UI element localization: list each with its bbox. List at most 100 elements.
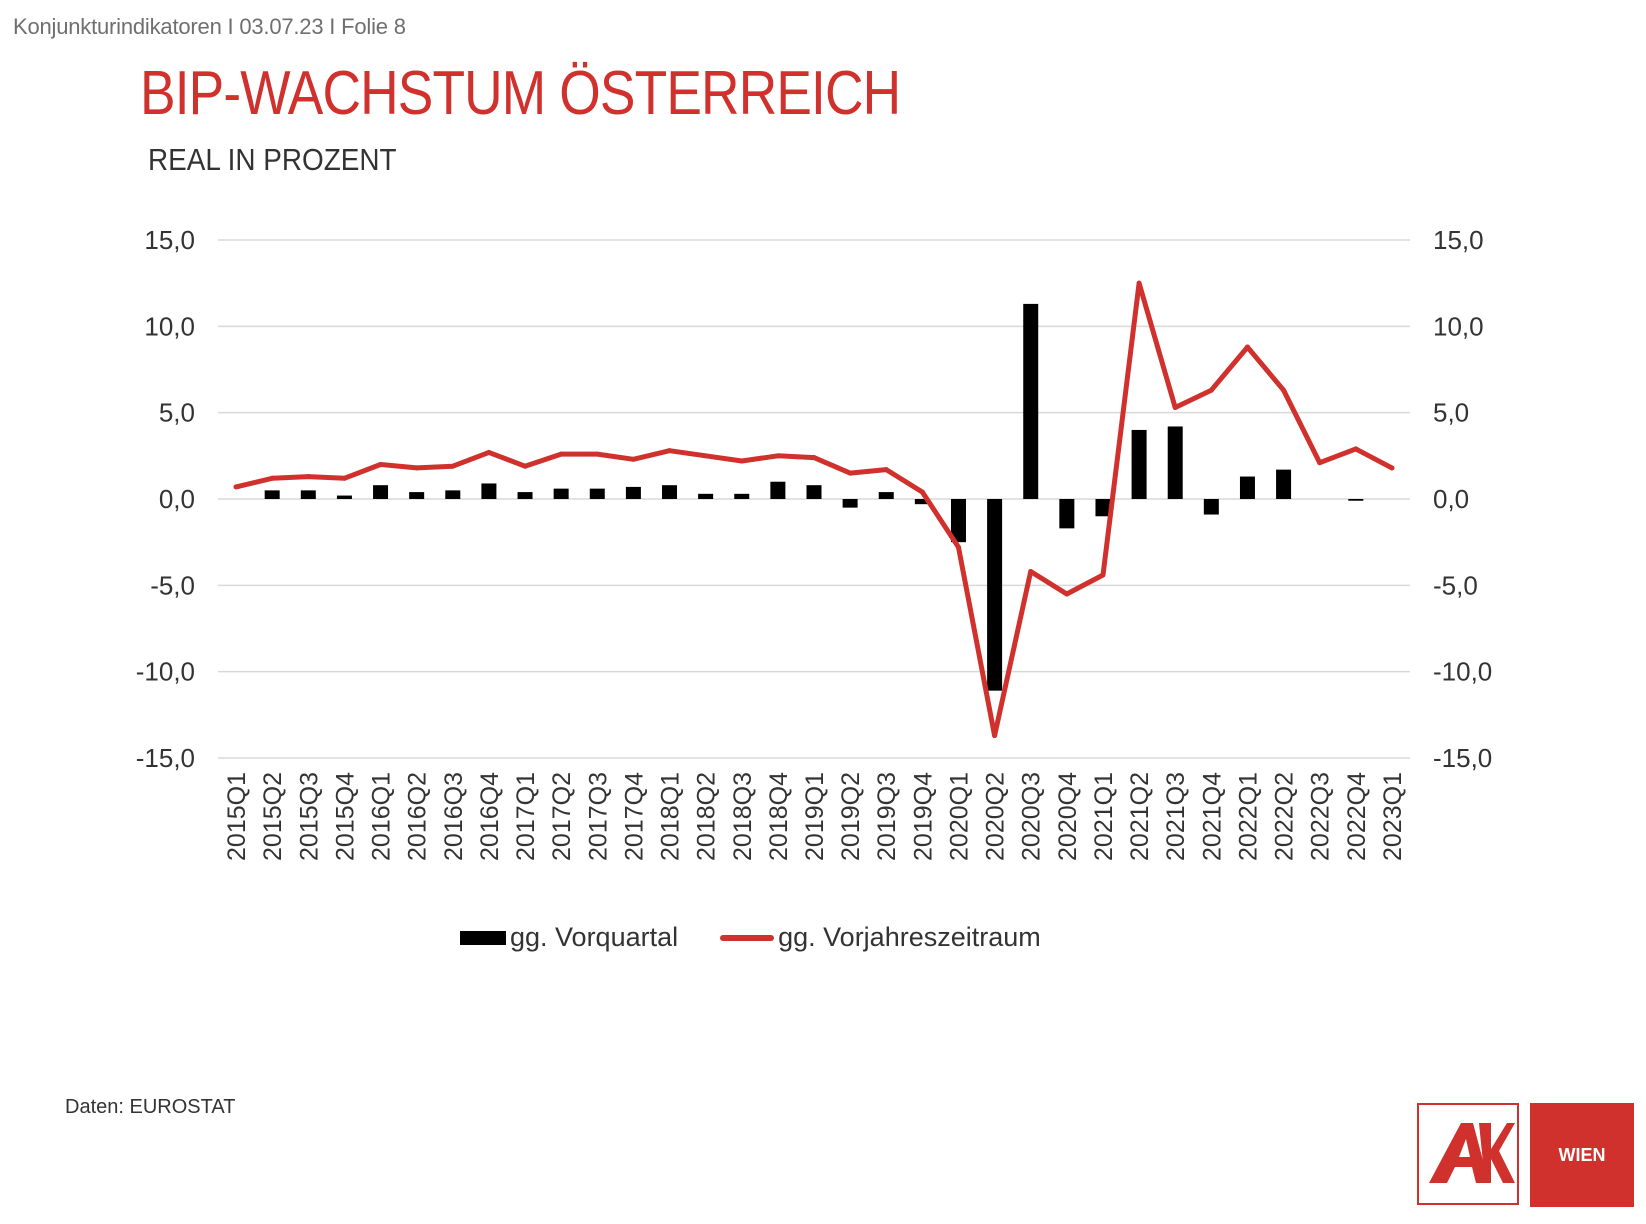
bar-quarter [1239, 476, 1255, 499]
x-tick-label: 2015Q4 [331, 772, 359, 861]
line-point-year [1208, 387, 1214, 393]
line-point-year [1028, 569, 1034, 575]
line-point-year [739, 458, 745, 464]
bar-quarter [1348, 499, 1364, 501]
line-point-year [1136, 280, 1142, 286]
x-tick-label: 2015Q2 [259, 772, 287, 861]
line-point-year [450, 463, 456, 469]
bar-quarter [1023, 303, 1039, 499]
y-tick-label-left: 10,0 [144, 311, 195, 341]
y-tick-label-right: -10,0 [1433, 657, 1492, 687]
legend-item-quarter: gg. Vorquartal [460, 922, 678, 953]
bar-quarter [914, 499, 930, 505]
line-point-year [594, 451, 600, 457]
bar-quarter [806, 485, 822, 499]
x-tick-label: 2019Q1 [801, 772, 829, 861]
bar-quarter [662, 485, 678, 499]
bar-quarter [1276, 469, 1292, 499]
line-point-year [811, 455, 817, 461]
line-point-year [1100, 572, 1106, 578]
x-tick-label: 2018Q4 [765, 772, 793, 861]
bar-quarter [878, 492, 894, 499]
bar-quarter [336, 495, 352, 499]
x-tick-label: 2019Q4 [909, 772, 937, 861]
x-tick-label: 2016Q3 [440, 772, 468, 861]
line-point-year [414, 465, 420, 471]
x-tick-label: 2017Q2 [548, 772, 576, 861]
line-point-year [883, 467, 889, 473]
bar-quarter [553, 488, 569, 499]
line-point-year [1389, 465, 1395, 471]
breadcrumb: Konjunkturindikatoren I 03.07.23 I Folie… [13, 14, 406, 39]
line-point-year [1064, 591, 1070, 597]
legend-label-year: gg. Vorjahreszeitraum [778, 922, 1041, 952]
y-tick-label-right: 0,0 [1433, 484, 1469, 514]
bar-quarter [409, 492, 425, 499]
data-source: Daten: EUROSTAT [65, 1096, 236, 1118]
legend-bar-swatch [460, 930, 506, 945]
x-tick-label: 2016Q1 [368, 772, 396, 861]
x-tick-label: 2017Q4 [620, 772, 648, 861]
bar-quarter [264, 490, 280, 499]
y-tick-label-right: 5,0 [1433, 398, 1469, 428]
x-tick-label: 2020Q4 [1054, 772, 1082, 861]
bar-quarter [950, 499, 966, 543]
x-tick-label: 2015Q3 [295, 772, 323, 861]
bar-quarter [373, 485, 389, 499]
ak-logo-mark [1429, 1123, 1515, 1183]
x-tick-label: 2016Q4 [476, 772, 504, 861]
y-tick-label-left: 15,0 [144, 225, 195, 255]
gdp-growth-chart: 15,0 10,0 5,0 0,0 -5,0 -10,0 -15,0 15,0 10,0 5,0… [136, 225, 1493, 861]
y-tick-label-right: 10,0 [1433, 311, 1484, 341]
line-point-year [522, 463, 528, 469]
line-point-year [305, 474, 311, 480]
y-tick-label-left: -5,0 [150, 570, 195, 600]
line-point-year [1244, 344, 1250, 350]
x-tick-label: 2021Q2 [1126, 772, 1154, 861]
bar-quarter [770, 481, 786, 499]
line-point-year [341, 475, 347, 481]
bar-quarter [300, 490, 316, 499]
page-subtitle: REAL IN PROZENT [148, 142, 397, 177]
bar-quarter [481, 483, 497, 499]
line-point-year [667, 448, 673, 454]
ak-logo [1417, 1103, 1519, 1205]
x-tick-label: 2022Q4 [1343, 772, 1371, 861]
line-point-year [992, 733, 998, 739]
y-tick-label-left: -10,0 [136, 657, 195, 687]
y-tick-label-right: -5,0 [1433, 570, 1478, 600]
x-tick-label: 2020Q2 [982, 772, 1010, 861]
y-tick-label-right: -15,0 [1433, 743, 1492, 773]
x-tick-label: 2023Q1 [1379, 772, 1407, 861]
x-tick-label: 2018Q1 [657, 772, 685, 861]
bar-quarter [1131, 429, 1147, 499]
line-point-year [269, 475, 275, 481]
x-tick-label: 2021Q4 [1198, 772, 1226, 861]
y-tick-label-left: -15,0 [136, 743, 195, 773]
y-tick-label-left: 5,0 [159, 398, 195, 428]
bar-quarter [1167, 426, 1183, 499]
x-tick-label: 2018Q3 [729, 772, 757, 861]
x-tick-label: 2022Q1 [1234, 772, 1262, 861]
x-tick-label: 2022Q3 [1307, 772, 1335, 861]
line-point-year [1172, 404, 1178, 410]
bar-quarter [842, 499, 858, 508]
x-tick-label: 2017Q3 [584, 772, 612, 861]
legend-label-quarter: gg. Vorquartal [510, 922, 679, 952]
line-point-year [775, 453, 781, 459]
bar-quarter [734, 493, 750, 499]
chart-legend: gg. Vorquartal gg. Vorjahreszeitraum [460, 922, 1083, 953]
y-tick-label-right: 15,0 [1433, 225, 1484, 255]
line-point-year [1353, 446, 1359, 452]
legend-line-swatch [720, 934, 775, 941]
line-point-year [955, 544, 961, 550]
bar-quarter [698, 493, 714, 499]
line-point-year [847, 470, 853, 476]
bar-quarter [589, 488, 605, 499]
y-tick-label-left: 0,0 [159, 484, 195, 514]
line-point-year [1317, 460, 1323, 466]
x-tick-label: 2018Q2 [693, 772, 721, 861]
line-point-year [919, 489, 925, 495]
bar-quarter [987, 499, 1003, 691]
wien-logo: WIEN [1530, 1103, 1634, 1207]
